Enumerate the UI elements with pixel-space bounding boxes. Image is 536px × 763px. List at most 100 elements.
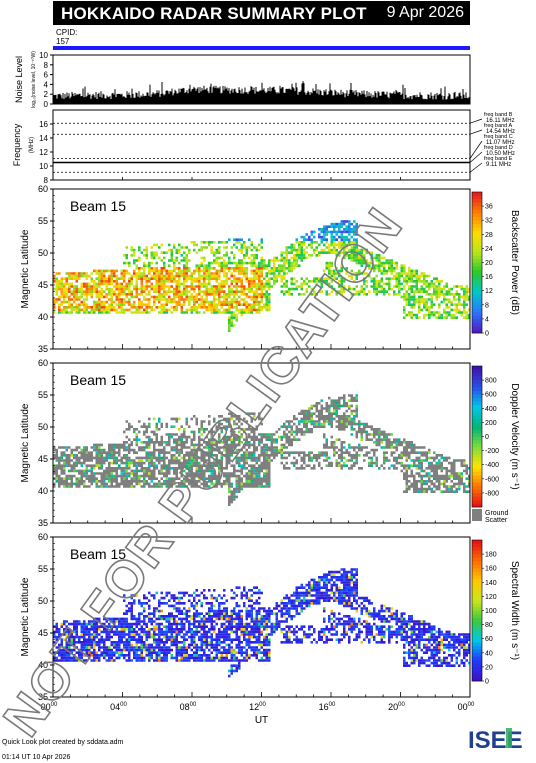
- plot-date: 9 Apr 2026: [386, 4, 464, 21]
- heatmap-cells: [340, 225, 343, 228]
- heatmap-cells: [403, 625, 406, 628]
- colorbar-segment: [472, 280, 482, 284]
- heatmap-cells: [340, 235, 343, 239]
- heatmap-cells: [113, 274, 153, 280]
- heatmap-cells: [360, 435, 363, 439]
- heatmap-cells: [143, 287, 146, 291]
- heatmap-cells: [345, 235, 348, 239]
- heatmap-cells: [403, 316, 406, 319]
- colorbar-segment: [472, 599, 482, 604]
- heatmap-cells: [248, 238, 263, 241]
- heatmap-cells: [155, 591, 158, 595]
- heatmap-cells: [263, 635, 266, 639]
- heatmap-cells: [105, 243, 438, 296]
- heatmap-cells: [275, 269, 278, 273]
- heatmap-cells: [53, 576, 468, 665]
- frequency-ytick-label: 12: [39, 148, 48, 157]
- heatmap-cells: [83, 482, 86, 486]
- heatmap-cells: [398, 282, 401, 286]
- x-tick-label: 0400: [110, 702, 127, 712]
- heatmap-cells: [183, 643, 186, 647]
- heatmap-cells: [308, 420, 311, 423]
- heatmap-cells: [138, 469, 141, 473]
- colorbar-segment: [472, 297, 482, 302]
- heatmap-cells: [350, 459, 353, 462]
- heatmap-cells: [268, 459, 271, 462]
- colorbar-segment: [472, 408, 482, 413]
- heatmap-cells: [128, 638, 131, 641]
- heatmap-cells: [108, 646, 111, 649]
- heatmap-cells: [350, 228, 353, 231]
- heatmap-cells: [280, 451, 283, 454]
- heatmap-cells: [320, 238, 323, 241]
- heatmap-cells: [123, 269, 126, 273]
- heatmap-ytick-label: 60: [38, 532, 48, 542]
- heatmap-cells: [130, 607, 133, 610]
- heatmap-cells: [63, 646, 66, 649]
- frequency-yunit: (MHz): [29, 137, 35, 153]
- heatmap-cells: [233, 656, 236, 660]
- heatmap-cells: [75, 461, 78, 465]
- heatmap-cells: [433, 651, 436, 654]
- heatmap-cells: [213, 604, 216, 608]
- colorbar-tick-label: 8: [485, 302, 489, 309]
- heatmap-cells: [330, 230, 333, 234]
- heatmap-cells: [280, 630, 291, 639]
- colorbar-segment: [472, 266, 482, 270]
- heatmap-cells: [330, 222, 333, 226]
- heatmap-cells: [340, 220, 343, 223]
- frequency-band-value: 10.50 MHz: [486, 151, 515, 157]
- colorbar-tick-label: 20: [485, 260, 493, 267]
- heatmap-cells: [230, 306, 233, 309]
- colorbar-segment: [472, 489, 482, 494]
- heatmap-cells: [213, 630, 233, 652]
- isee-logo-accent: [506, 728, 512, 748]
- colorbar-segment: [472, 223, 482, 228]
- heatmap-cells: [378, 430, 381, 434]
- footer-timestamp: 01:14 UT 10 Apr 2026: [2, 754, 71, 761]
- colorbar-segment: [472, 311, 482, 316]
- noise-ylabel-sub: log₁₀(noise level, 10⁻¹⁰W): [31, 51, 37, 108]
- colorbar-segment: [472, 468, 482, 473]
- heatmap-cells: [198, 298, 201, 301]
- frequency-band-value: 11.07 MHz: [486, 140, 515, 146]
- heatmap-cells: [230, 667, 233, 670]
- heatmap-cells: [455, 293, 458, 296]
- heatmap-cells: [423, 490, 426, 493]
- heatmap-cells: [220, 617, 223, 621]
- heatmap-cells: [393, 615, 396, 618]
- colorbar-segment: [472, 496, 482, 501]
- colorbar-segment: [472, 663, 482, 668]
- heatmap-cells: [250, 467, 253, 470]
- colorbar-segment: [472, 209, 482, 214]
- heatmap-cells: [115, 620, 118, 623]
- heatmap-cells: [350, 222, 353, 226]
- heatmap-cells: [333, 573, 336, 576]
- colorbar-segment: [472, 464, 482, 469]
- colorbar-segment: [472, 557, 482, 562]
- heatmap-cells: [235, 472, 451, 493]
- heatmap-cells: [335, 412, 338, 415]
- heatmap-cells: [138, 482, 141, 486]
- colorbar-segment: [472, 422, 482, 427]
- heatmap-cells: [400, 630, 403, 634]
- colorbar-segment: [472, 606, 482, 611]
- heatmap-cells: [333, 228, 336, 231]
- heatmap-cells: [330, 617, 333, 621]
- heatmap-cells: [235, 267, 238, 270]
- heatmap-cells: [130, 633, 133, 636]
- heatmap-cells: [145, 287, 148, 291]
- heatmap-cells: [428, 635, 431, 639]
- heatmap-cells: [435, 641, 438, 644]
- heatmap-cells: [205, 446, 208, 449]
- colorbar-segment: [472, 642, 482, 647]
- heatmap-cells: [275, 441, 278, 444]
- colorbar-segment: [472, 550, 482, 555]
- colorbar-segment: [472, 461, 482, 465]
- colorbar-tick-label: 60: [485, 636, 493, 643]
- heatmap-cells: [153, 609, 163, 631]
- heatmap-cells: [450, 633, 453, 636]
- heatmap-cells: [333, 596, 336, 600]
- heatmap-cells: [208, 446, 211, 449]
- heatmap-cells: [378, 467, 381, 470]
